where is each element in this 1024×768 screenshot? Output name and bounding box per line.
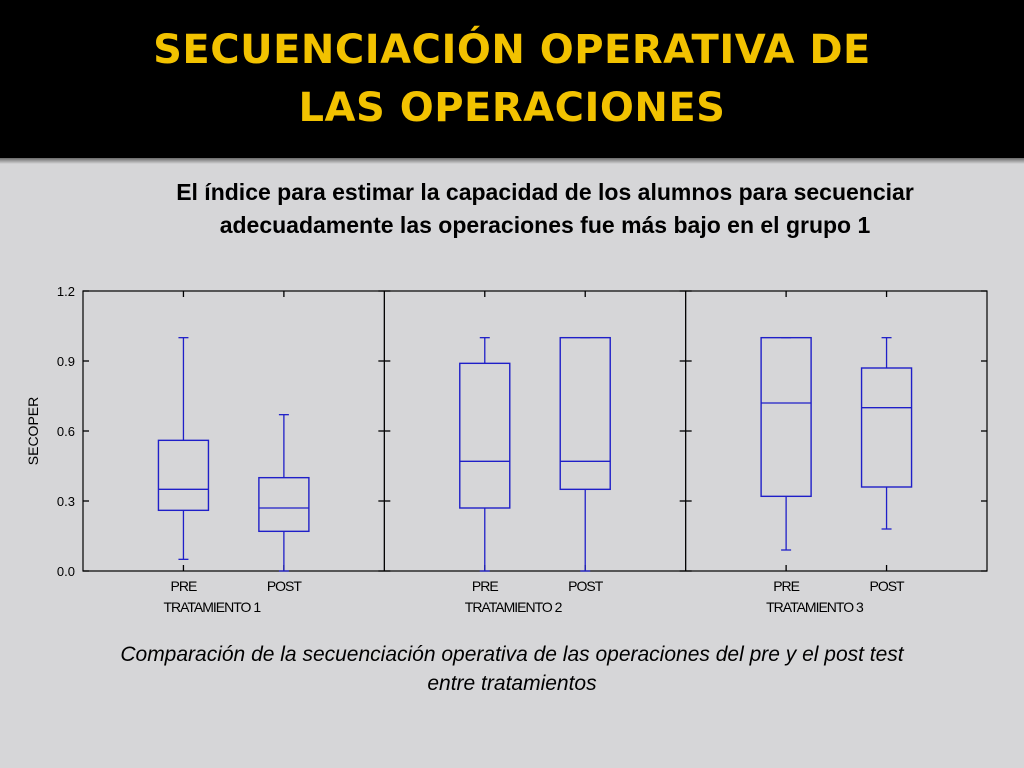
title-bar: SECUENCIACIÓN OPERATIVA DE LAS OPERACION…: [0, 0, 1024, 158]
box-iqr: [860, 367, 913, 488]
caption-line-1: Comparación de la secuenciación operativ…: [120, 643, 904, 666]
subtitle-line-1: El índice para estimar la capacidad de l…: [176, 179, 914, 205]
plot-frame: [82, 290, 988, 572]
slide-title-line-2: LAS OPERACIONES: [298, 85, 726, 131]
box-iqr: [459, 362, 511, 509]
box-iqr: [559, 336, 611, 491]
x-tick-label: PRE: [171, 578, 197, 594]
y-tick-label: 0.3: [57, 494, 75, 509]
x-tick-label: POST: [869, 578, 905, 594]
boxplot-chart: 0.0 0.3 0.6 0.9 1.2 SECOPER PRE POST TRATAMIENTO…: [25, 284, 988, 615]
x-tick-label: PRE: [773, 578, 799, 594]
subtitle-line-2: adecuadamente las operaciones fue más ba…: [219, 212, 871, 238]
y-tick-label: 1.2: [57, 284, 75, 299]
panel-label: TRATAMIENTO 3: [766, 599, 864, 615]
x-tick-label: PRE: [472, 578, 498, 594]
x-tick-label: POST: [267, 578, 303, 594]
slide-title-line-1: SECUENCIACIÓN OPERATIVA DE: [153, 27, 871, 73]
y-axis-label: SECOPER: [25, 397, 41, 465]
x-tick-label: POST: [568, 578, 604, 594]
y-tick-label: 0.9: [57, 354, 75, 369]
slide-subtitle: El índice para estimar la capacidad de l…: [40, 176, 1024, 242]
title-shadow: [0, 158, 1024, 164]
box-iqr: [258, 476, 310, 533]
chart-caption: Comparación de la secuenciación operativ…: [20, 640, 1004, 698]
box-iqr: [760, 336, 812, 498]
y-tick-label: 0.0: [57, 564, 75, 579]
y-tick-label: 0.6: [57, 424, 75, 439]
panel-label: TRATAMIENTO 2: [465, 599, 563, 615]
panel-label: TRATAMIENTO 1: [163, 599, 261, 615]
caption-line-2: entre tratamientos: [427, 672, 597, 695]
box-iqr: [157, 439, 210, 512]
